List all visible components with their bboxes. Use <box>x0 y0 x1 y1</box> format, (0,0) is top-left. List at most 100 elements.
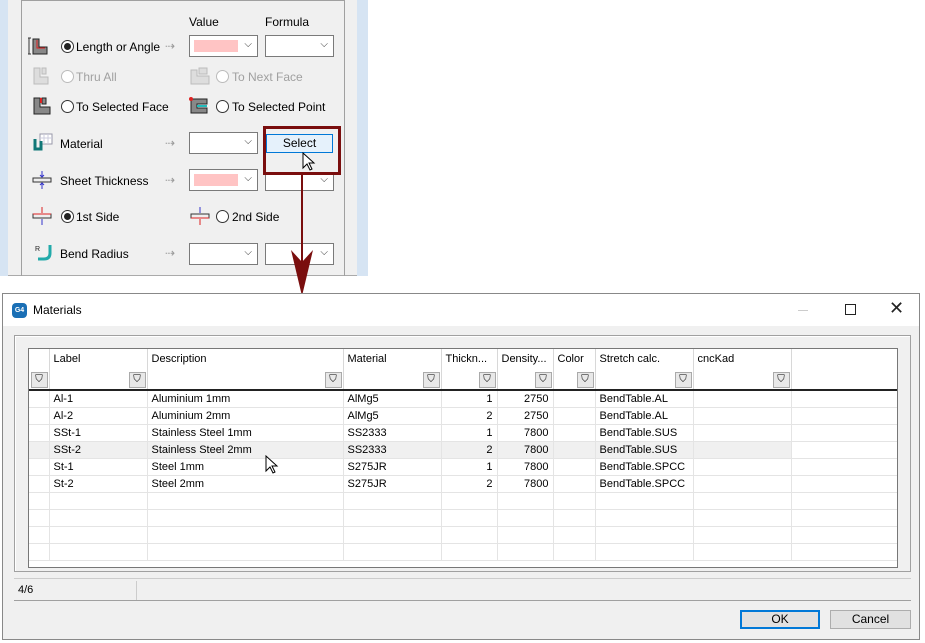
table-row[interactable]: SSt-1 Stainless Steel 1mm SS2333 1 7800 BendT… <box>29 424 897 442</box>
table-cell[interactable]: 7800 <box>497 424 554 442</box>
table-cell[interactable]: 2 <box>441 441 498 459</box>
ok-button[interactable]: OK <box>740 610 820 629</box>
table-cell[interactable] <box>693 390 792 408</box>
filter-icon[interactable]: ⛉ <box>576 372 594 388</box>
bend-radius-value-combo[interactable]: ⌵ <box>189 243 258 265</box>
table-cell[interactable] <box>553 424 596 442</box>
table-cell[interactable]: Al-2 <box>49 407 148 425</box>
table-cell[interactable] <box>595 509 694 527</box>
table-cell[interactable] <box>595 543 694 561</box>
table-cell[interactable] <box>553 407 596 425</box>
table-row[interactable] <box>29 526 897 544</box>
table-cell[interactable]: BendTable.SPCC <box>595 475 694 493</box>
table-cell[interactable] <box>553 475 596 493</box>
table-cell[interactable] <box>147 492 344 510</box>
cancel-button[interactable]: Cancel <box>830 610 911 629</box>
table-cell[interactable]: Aluminium 2mm <box>147 407 344 425</box>
filter-icon[interactable]: ⛉ <box>324 372 342 388</box>
table-cell[interactable] <box>693 407 792 425</box>
table-row[interactable]: Al-1 Aluminium 1mm AlMg5 1 2750 BendTable.AL <box>29 390 897 408</box>
table-cell[interactable]: Al-1 <box>49 390 148 408</box>
table-cell[interactable] <box>441 509 498 527</box>
filter-icon[interactable]: ⛉ <box>772 372 790 388</box>
table-cell[interactable] <box>693 458 792 476</box>
table-cell[interactable]: AlMg5 <box>343 390 442 408</box>
table-cell[interactable]: 1 <box>441 424 498 442</box>
table-row[interactable] <box>29 509 897 527</box>
table-cell[interactable]: 7800 <box>497 441 554 459</box>
table-cell[interactable]: SS2333 <box>343 424 442 442</box>
row-header[interactable] <box>29 441 50 459</box>
thru-all-radio[interactable] <box>61 70 74 83</box>
table-cell[interactable]: BendTable.SUS <box>595 424 694 442</box>
table-cell[interactable]: SSt-2 <box>49 441 148 459</box>
row-header[interactable] <box>29 475 50 493</box>
filter-icon[interactable]: ⛉ <box>422 372 440 388</box>
row-header[interactable] <box>29 407 50 425</box>
to-selected-face-radio[interactable] <box>61 100 74 113</box>
filter-icon[interactable]: ⛉ <box>30 372 48 388</box>
table-row[interactable] <box>29 543 897 561</box>
second-side-radio[interactable] <box>216 210 229 223</box>
filter-icon[interactable]: ⛉ <box>534 372 552 388</box>
select-material-button[interactable]: Select <box>266 134 333 153</box>
table-cell[interactable]: St-1 <box>49 458 148 476</box>
table-cell[interactable] <box>693 526 792 544</box>
table-cell[interactable] <box>553 509 596 527</box>
row-header[interactable] <box>29 390 50 408</box>
table-cell[interactable] <box>441 492 498 510</box>
table-row[interactable]: St-2 Steel 2mm S275JR 2 7800 BendTable.SPCC <box>29 475 897 493</box>
table-cell[interactable] <box>553 526 596 544</box>
column-header[interactable]: Label ⛉ <box>49 349 148 391</box>
table-cell[interactable] <box>441 543 498 561</box>
table-cell[interactable] <box>553 441 596 459</box>
maximize-icon[interactable] <box>845 304 856 315</box>
table-cell[interactable]: 2 <box>441 407 498 425</box>
table-cell[interactable]: Aluminium 1mm <box>147 390 344 408</box>
column-header[interactable]: Material ⛉ <box>343 349 442 391</box>
first-side-radio[interactable] <box>61 210 74 223</box>
table-row[interactable]: St-1 Steel 1mm S275JR 1 7800 BendTable.SPCC <box>29 458 897 476</box>
table-cell[interactable] <box>147 526 344 544</box>
table-cell[interactable] <box>497 492 554 510</box>
filter-icon[interactable]: ⛉ <box>128 372 146 388</box>
thickness-value-combo[interactable]: ⌵ <box>189 169 258 191</box>
column-header[interactable]: cncKad ⛉ <box>693 349 792 391</box>
table-cell[interactable]: St-2 <box>49 475 148 493</box>
table-cell[interactable] <box>693 509 792 527</box>
table-row[interactable] <box>29 492 897 510</box>
bend-radius-formula-combo[interactable]: ⌵ <box>265 243 334 265</box>
table-cell[interactable]: 7800 <box>497 475 554 493</box>
table-cell[interactable]: S275JR <box>343 458 442 476</box>
table-cell[interactable] <box>497 509 554 527</box>
table-cell[interactable]: Steel 2mm <box>147 475 344 493</box>
column-header[interactable]: Color ⛉ <box>553 349 596 391</box>
table-cell[interactable]: Steel 1mm <box>147 458 344 476</box>
table-cell[interactable] <box>49 543 148 561</box>
table-cell[interactable] <box>441 526 498 544</box>
table-cell[interactable] <box>595 526 694 544</box>
to-next-face-radio[interactable] <box>216 70 229 83</box>
row-header[interactable] <box>29 492 50 510</box>
table-cell[interactable] <box>553 492 596 510</box>
table-cell[interactable]: Stainless Steel 2mm <box>147 441 344 459</box>
table-cell[interactable] <box>693 475 792 493</box>
table-cell[interactable]: 2 <box>441 475 498 493</box>
table-cell[interactable] <box>553 543 596 561</box>
length-value-combo[interactable]: ⌵ <box>189 35 258 57</box>
close-icon[interactable]: ✕ <box>889 298 905 318</box>
row-header[interactable] <box>29 543 50 561</box>
table-cell[interactable] <box>343 509 442 527</box>
row-header[interactable] <box>29 509 50 527</box>
table-cell[interactable] <box>553 458 596 476</box>
table-cell[interactable] <box>49 526 148 544</box>
table-cell[interactable] <box>553 390 596 408</box>
table-cell[interactable] <box>49 509 148 527</box>
table-cell[interactable]: 1 <box>441 458 498 476</box>
table-cell[interactable]: S275JR <box>343 475 442 493</box>
table-cell[interactable]: BendTable.SUS <box>595 441 694 459</box>
table-row[interactable]: SSt-2 Stainless Steel 2mm SS2333 2 7800 BendT… <box>29 441 897 459</box>
table-row[interactable]: Al-2 Aluminium 2mm AlMg5 2 2750 BendTable.AL <box>29 407 897 425</box>
table-cell[interactable]: BendTable.SPCC <box>595 458 694 476</box>
row-header[interactable] <box>29 458 50 476</box>
